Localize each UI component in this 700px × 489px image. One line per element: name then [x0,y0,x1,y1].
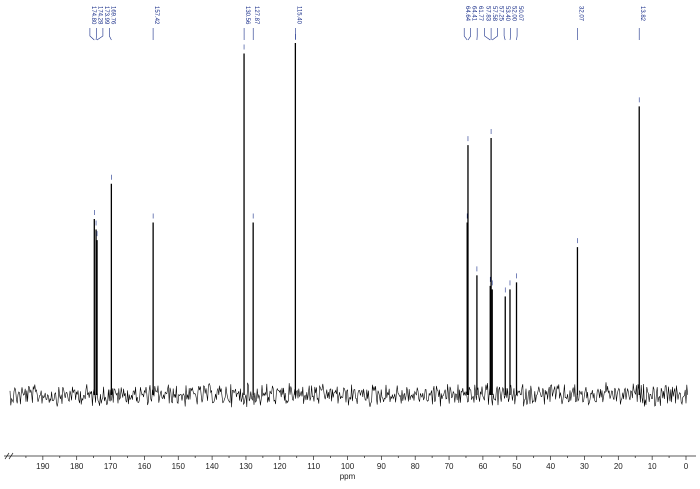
x-tick-label: 190 [36,462,50,471]
x-tick-label: 20 [614,462,623,471]
x-tick-label: 120 [273,462,287,471]
peak-label-leader [484,28,491,41]
peak-label: 64.64 [464,6,470,22]
peak-label: 61.77 [477,6,483,22]
x-tick-label: 130 [239,462,253,471]
peak-label-leader [503,28,506,41]
peak-label: 174.28 [96,6,102,25]
x-axis: 190 180 170 160 150 140 130 120 110 100 90 80 70 60 50… [4,452,696,471]
peak-label-leader [96,28,104,41]
peak-label-leader [463,28,468,41]
x-tick-label: 160 [138,462,152,471]
peak-label: 53.40 [504,6,510,22]
x-tick-label: 170 [104,462,118,471]
x-axis-title: ppm [340,472,356,481]
peak-label-leader [89,28,95,41]
x-tick-label: 90 [377,462,386,471]
peak-label-leader [492,28,498,41]
peak-label-leader [516,28,518,41]
peak-label-leader [509,28,511,41]
axis-break-mark [8,452,14,460]
axis-break-mark [4,452,10,460]
peak-label-leader [109,28,112,41]
x-tick-label: 110 [307,462,320,471]
x-tick-label: 80 [411,462,420,471]
x-tick-label: 150 [172,462,186,471]
x-tick-label: 30 [580,462,589,471]
x-tick-label: 50 [512,462,521,471]
spectrum-trace-layer [9,34,688,408]
peak-label: 13.82 [639,6,645,22]
x-tick-label: 70 [445,462,454,471]
x-tick-label: 100 [341,462,355,471]
x-tick-label: 140 [205,462,219,471]
peak-label: 32.07 [577,6,583,22]
peak-label: 50.07 [517,6,523,22]
peak-label: 57.25 [498,6,504,22]
peak-label-leader [467,28,471,41]
x-tick-label: 0 [684,462,689,471]
peak-label: 57.83 [485,6,491,22]
peak-label: 157.42 [153,6,159,25]
x-tick-label: 180 [70,462,84,471]
x-tick-label: 40 [546,462,555,471]
peak-label: 169.76 [109,6,115,25]
peak-label-layer: 174.80 174.28 173.99 169.76 157.42 130.56 127.… [89,6,645,41]
peak-label: 127.87 [253,6,259,25]
x-tick-label: 10 [648,462,657,471]
peak-label: 130.56 [244,6,250,25]
peak-label: 64.41 [471,6,477,22]
peak-label: 173.99 [103,6,109,25]
peak-label: 52.00 [511,6,517,22]
peak-label: 57.58 [491,6,497,22]
x-tick-label: 60 [478,462,487,471]
peak-label: 115.40 [295,6,301,25]
baseline-noise-trace [9,382,688,408]
peak-label: 174.80 [90,6,96,25]
